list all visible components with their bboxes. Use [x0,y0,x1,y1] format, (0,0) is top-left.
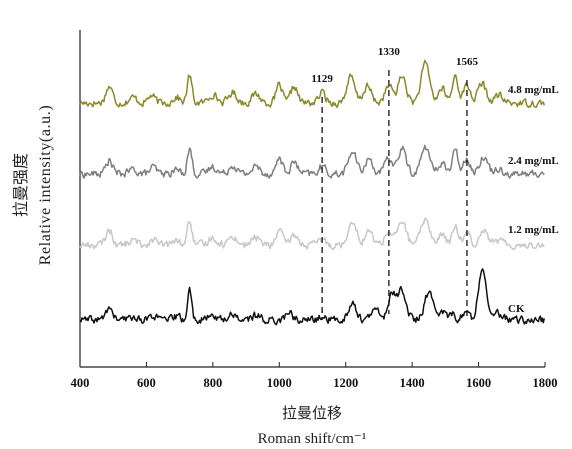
peak-marker-label: 1565 [456,56,479,68]
y-axis-label-en: Relative intensity(a.u.) [37,105,54,266]
peak-marker-label: 1330 [378,46,401,58]
series-label: CK [508,303,525,315]
x-axis-label-cn: 拉曼位移 [282,404,342,422]
series-label: 4.8 mg/mL [508,84,559,96]
spectrum-line-ck [79,268,546,326]
axis-labels: 拉曼位移 Roman shift/cm⁻¹ 拉曼强度 Relative inte… [11,105,366,447]
peak-marker-label: 1129 [311,73,333,85]
x-tick-label: 600 [137,376,156,390]
series-label: 1.2 mg/mL [508,224,559,236]
x-tick-label: 1400 [400,376,425,390]
axes [79,30,545,368]
x-axis-label-en: Roman shift/cm⁻¹ [258,431,367,447]
peak-annotations: 1129 1330 1565 [311,46,478,320]
x-tick-label: 1200 [333,376,358,390]
x-tick-label: 1800 [533,376,558,390]
x-tick-label: 800 [203,376,222,390]
x-tick-label: 1000 [267,376,292,390]
spectrum-line-2-4-mg-ml [79,144,545,179]
x-tick-label: 400 [71,376,90,390]
x-tick-label: 1600 [466,376,491,390]
series-group: 4.8 mg/mL 2.4 mg/mL 1.2 mg/mL CK [79,59,559,326]
x-ticks: 400 600 800 1000 1200 1400 1600 1800 [71,362,558,390]
spectrum-line-1-2-mg-ml [79,217,545,251]
y-axis-label-cn: 拉曼强度 [11,153,30,217]
series-label: 2.4 mg/mL [508,155,559,167]
